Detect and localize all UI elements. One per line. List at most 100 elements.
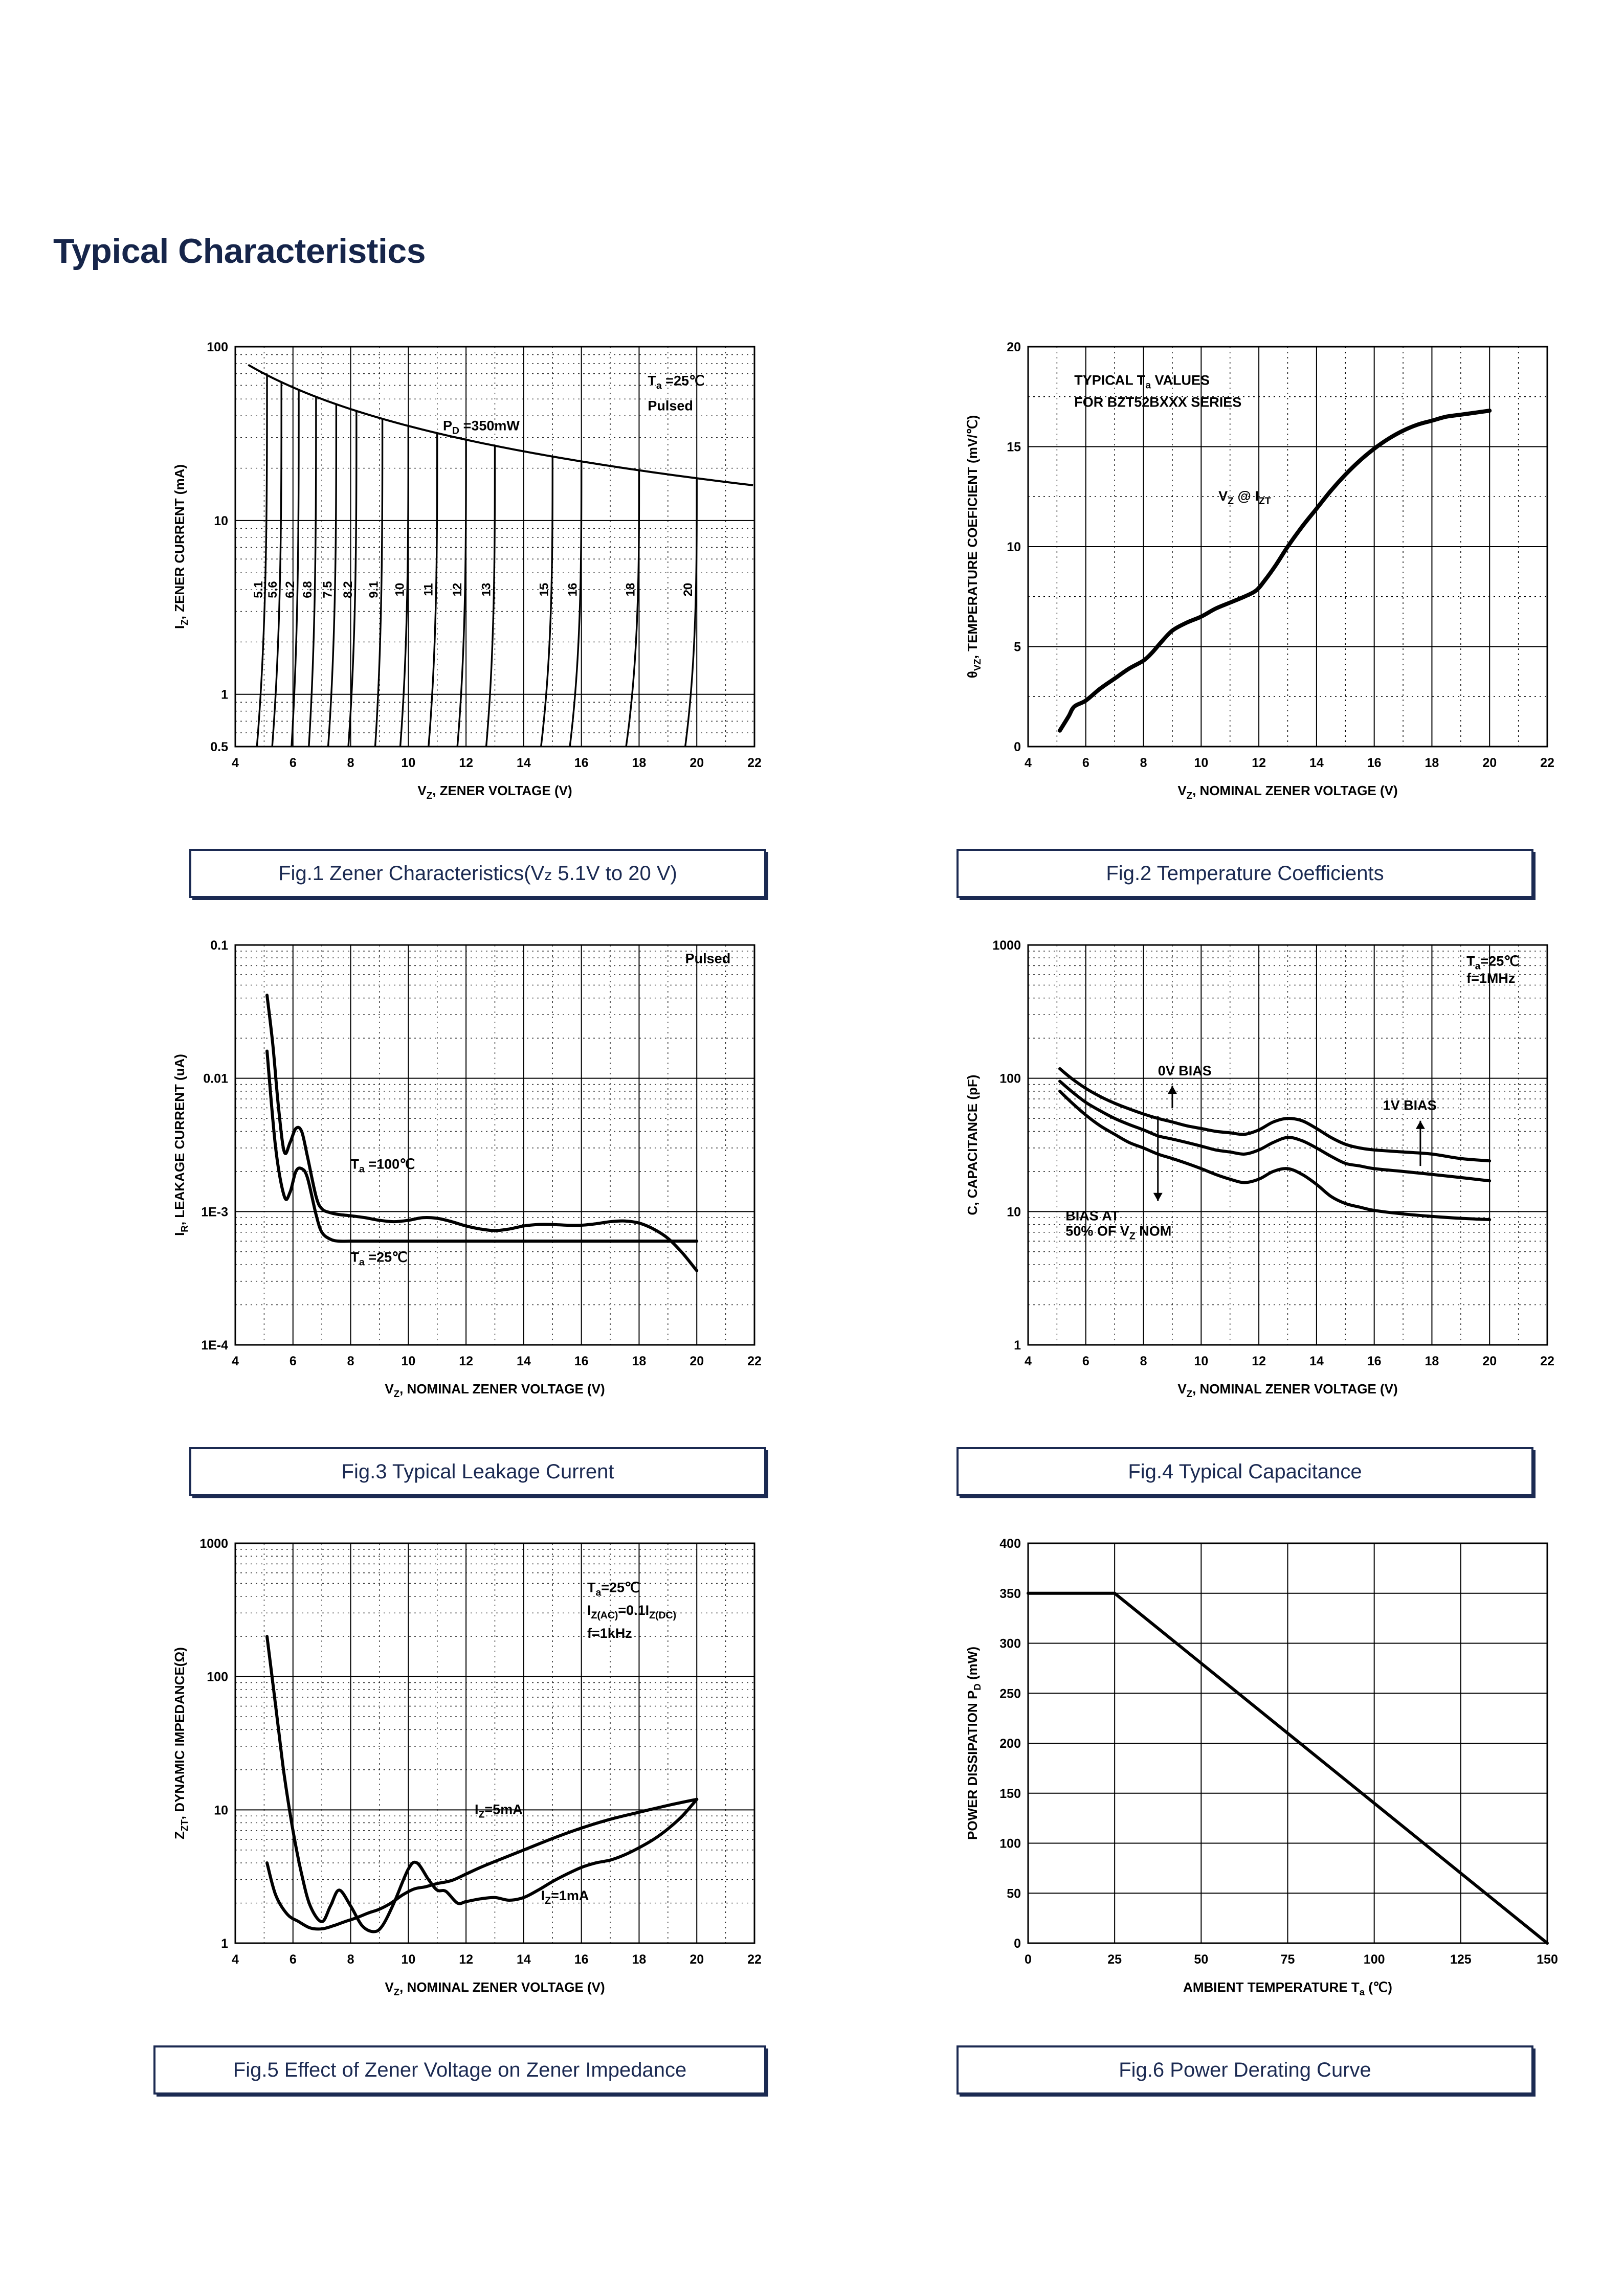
svg-text:8: 8	[347, 756, 354, 770]
gridlines	[1028, 944, 1548, 1345]
curve-label-16: 16	[566, 583, 580, 597]
svg-text:VZ, NOMINAL ZENER VOLTAGE (V): VZ, NOMINAL ZENER VOLTAGE (V)	[385, 1979, 605, 1997]
y-axis-title: POWER DISSIPATION PD (mW)	[965, 1647, 983, 1840]
svg-text:VZ, NOMINAL ZENER VOLTAGE (V): VZ, NOMINAL ZENER VOLTAGE (V)	[1177, 783, 1397, 801]
svg-text:22: 22	[747, 1354, 762, 1368]
zener-curve-12	[456, 439, 467, 747]
svg-text:20: 20	[1482, 756, 1497, 770]
annotations: TYPICAL Ta VALUES FOR BZT52BXXX SERIES VZ …	[1074, 372, 1271, 507]
svg-text:10: 10	[401, 1952, 415, 1967]
zener-curve-5.1	[256, 375, 268, 747]
x-axis-title: VZ, NOMINAL ZENER VOLTAGE (V)	[385, 1979, 605, 1997]
caption-fig2-text: Fig.2 Temperature Coefficients	[1106, 862, 1384, 885]
svg-text:12: 12	[459, 1952, 473, 1967]
svg-text:8: 8	[347, 1354, 354, 1368]
curve-label-12: 12	[451, 583, 464, 597]
svg-text:16: 16	[1367, 1354, 1382, 1368]
series-Ta-100-	[265, 994, 699, 1272]
fig2-chart: 4 6 8 10 12 14 16 18 20 22 0 5 10 15 20 VZ, NOMINAL ZEN…	[965, 340, 1554, 801]
caption-fig1-text: Fig.1 Zener Characteristics(Vz 5.1V to 2…	[278, 862, 677, 885]
svg-text:C, CAPACITANCE (pF): C, CAPACITANCE (pF)	[965, 1075, 980, 1215]
svg-text:20: 20	[1482, 1354, 1497, 1368]
figure-fig5: 4 6 8 10 12 14 16 18 20 22 1 10 100 1000 VZ, NOMINAL Z…	[77, 1514, 793, 2035]
svg-text:14: 14	[517, 1952, 531, 1967]
svg-text:100: 100	[999, 1837, 1021, 1851]
svg-text:4: 4	[232, 756, 239, 770]
svg-text:15: 15	[1007, 440, 1021, 455]
svg-text:1E-4: 1E-4	[201, 1338, 228, 1353]
svg-text:350: 350	[999, 1587, 1021, 1601]
svg-text:6: 6	[1082, 756, 1089, 770]
y-axis-title: ZZT, DYNAMIC IMPEDANCE(Ω)	[172, 1647, 190, 1839]
svg-text:200: 200	[999, 1737, 1021, 1751]
svg-text:12: 12	[459, 1354, 473, 1368]
series-Ta-25-	[265, 1049, 699, 1243]
fig1-chart: 4 6 8 10 12 14 16 18 20 22 0.5 1 10 100 VZ, ZENER VOLT…	[172, 340, 762, 801]
zener-curve-16	[569, 461, 583, 747]
figure-fig6: 0 25 50 75 100 125 150 0 50 100 150 200 250 300 350 400…	[870, 1514, 1586, 2035]
svg-text:12: 12	[1252, 1354, 1266, 1368]
curve-label-6.2: 6.2	[283, 581, 297, 598]
svg-text:ZZT, DYNAMIC IMPEDANCE(Ω): ZZT, DYNAMIC IMPEDANCE(Ω)	[172, 1647, 190, 1839]
data-series	[1027, 1591, 1549, 1945]
svg-text:Ta=25℃: Ta=25℃	[1466, 953, 1519, 972]
curve-label-5.1: 5.1	[252, 581, 265, 598]
svg-text:1000: 1000	[199, 1537, 228, 1551]
svg-text:100: 100	[207, 340, 228, 354]
y-axis-title: θVZ, TEMPERATURE COEFICIENT (mV/℃)	[965, 415, 983, 678]
svg-text:f=1MHz: f=1MHz	[1466, 971, 1515, 986]
svg-text:16: 16	[574, 1354, 589, 1368]
svg-text:f=1kHz: f=1kHz	[587, 1626, 632, 1641]
svg-text:0.01: 0.01	[203, 1072, 228, 1086]
fig3-chart: 4 6 8 10 12 14 16 18 20 22 1E-4 1E-3 0.01 0.1 VZ, NOMI…	[172, 938, 762, 1399]
svg-text:100: 100	[999, 1072, 1021, 1086]
svg-text:1000: 1000	[992, 938, 1021, 953]
svg-text:12: 12	[459, 756, 473, 770]
svg-text:10: 10	[1007, 540, 1021, 554]
curve-label-15: 15	[537, 583, 551, 597]
svg-text:50: 50	[1007, 1886, 1021, 1901]
svg-text:16: 16	[574, 756, 589, 770]
svg-text:4: 4	[232, 1952, 239, 1967]
curve-label-11: 11	[422, 583, 436, 596]
svg-text:20: 20	[689, 1354, 704, 1368]
x-axis-title: VZ, NOMINAL ZENER VOLTAGE (V)	[1177, 783, 1397, 801]
svg-text:6: 6	[290, 1952, 297, 1967]
caption-fig6-text: Fig.6 Power Derating Curve	[1119, 2058, 1371, 2081]
svg-text:22: 22	[747, 1952, 762, 1967]
svg-text:VZ, NOMINAL ZENER VOLTAGE (V): VZ, NOMINAL ZENER VOLTAGE (V)	[1177, 1381, 1397, 1399]
data-series	[265, 994, 699, 1272]
svg-text:10: 10	[1194, 756, 1208, 770]
gridlines	[235, 944, 755, 1345]
zener-curve-20	[684, 478, 698, 747]
svg-text:14: 14	[517, 1354, 531, 1368]
svg-text:12: 12	[1252, 756, 1266, 770]
svg-text:14: 14	[1309, 756, 1324, 770]
zener-curve-18	[625, 470, 640, 747]
data-series	[265, 1635, 699, 1933]
y-axis-title: IR, LEAKAGE CURRENT (uA)	[172, 1054, 190, 1236]
svg-text:20: 20	[689, 756, 704, 770]
zener-curve-11	[428, 433, 438, 747]
svg-text:IZ, ZENER CURRENT (mA): IZ, ZENER CURRENT (mA)	[172, 464, 190, 629]
fig5-chart: 4 6 8 10 12 14 16 18 20 22 1 10 100 1000 VZ, NOMINAL Z…	[172, 1537, 762, 1997]
svg-text:150: 150	[999, 1787, 1021, 1801]
annotations: Pulsed Ta =100℃ Ta =25℃	[351, 951, 731, 1268]
svg-text:θVZ, TEMPERATURE COEFICIENT (m: θVZ, TEMPERATURE COEFICIENT (mV/℃)	[965, 415, 983, 678]
figure-fig4: 4 6 8 10 12 14 16 18 20 22 1 10 100 1000 VZ, NOMINAL Z…	[870, 915, 1586, 1437]
zener-curve-5.6	[271, 382, 282, 747]
annotations: Ta =25℃ Pulsed PD =350mW	[443, 373, 704, 436]
svg-text:TYPICAL Ta VALUES: TYPICAL Ta VALUES	[1074, 372, 1210, 391]
curve-label-18: 18	[624, 583, 637, 597]
svg-text:10: 10	[401, 756, 415, 770]
svg-text:125: 125	[1450, 1952, 1472, 1967]
svg-text:18: 18	[632, 756, 647, 770]
tick-labels: 4 6 8 10 12 14 16 18 20 22 1E-4 1E-3 0.01 0.1	[201, 938, 762, 1368]
data-series	[1058, 409, 1492, 733]
svg-text:PD =350mW: PD =350mW	[443, 418, 520, 437]
curve-label-13: 13	[480, 583, 494, 597]
svg-text:25: 25	[1107, 1952, 1122, 1967]
fig4-chart: 4 6 8 10 12 14 16 18 20 22 1 10 100 1000 VZ, NOMINAL Z…	[965, 938, 1554, 1399]
curve-label-9.1: 9.1	[367, 581, 381, 598]
svg-text:18: 18	[632, 1354, 647, 1368]
